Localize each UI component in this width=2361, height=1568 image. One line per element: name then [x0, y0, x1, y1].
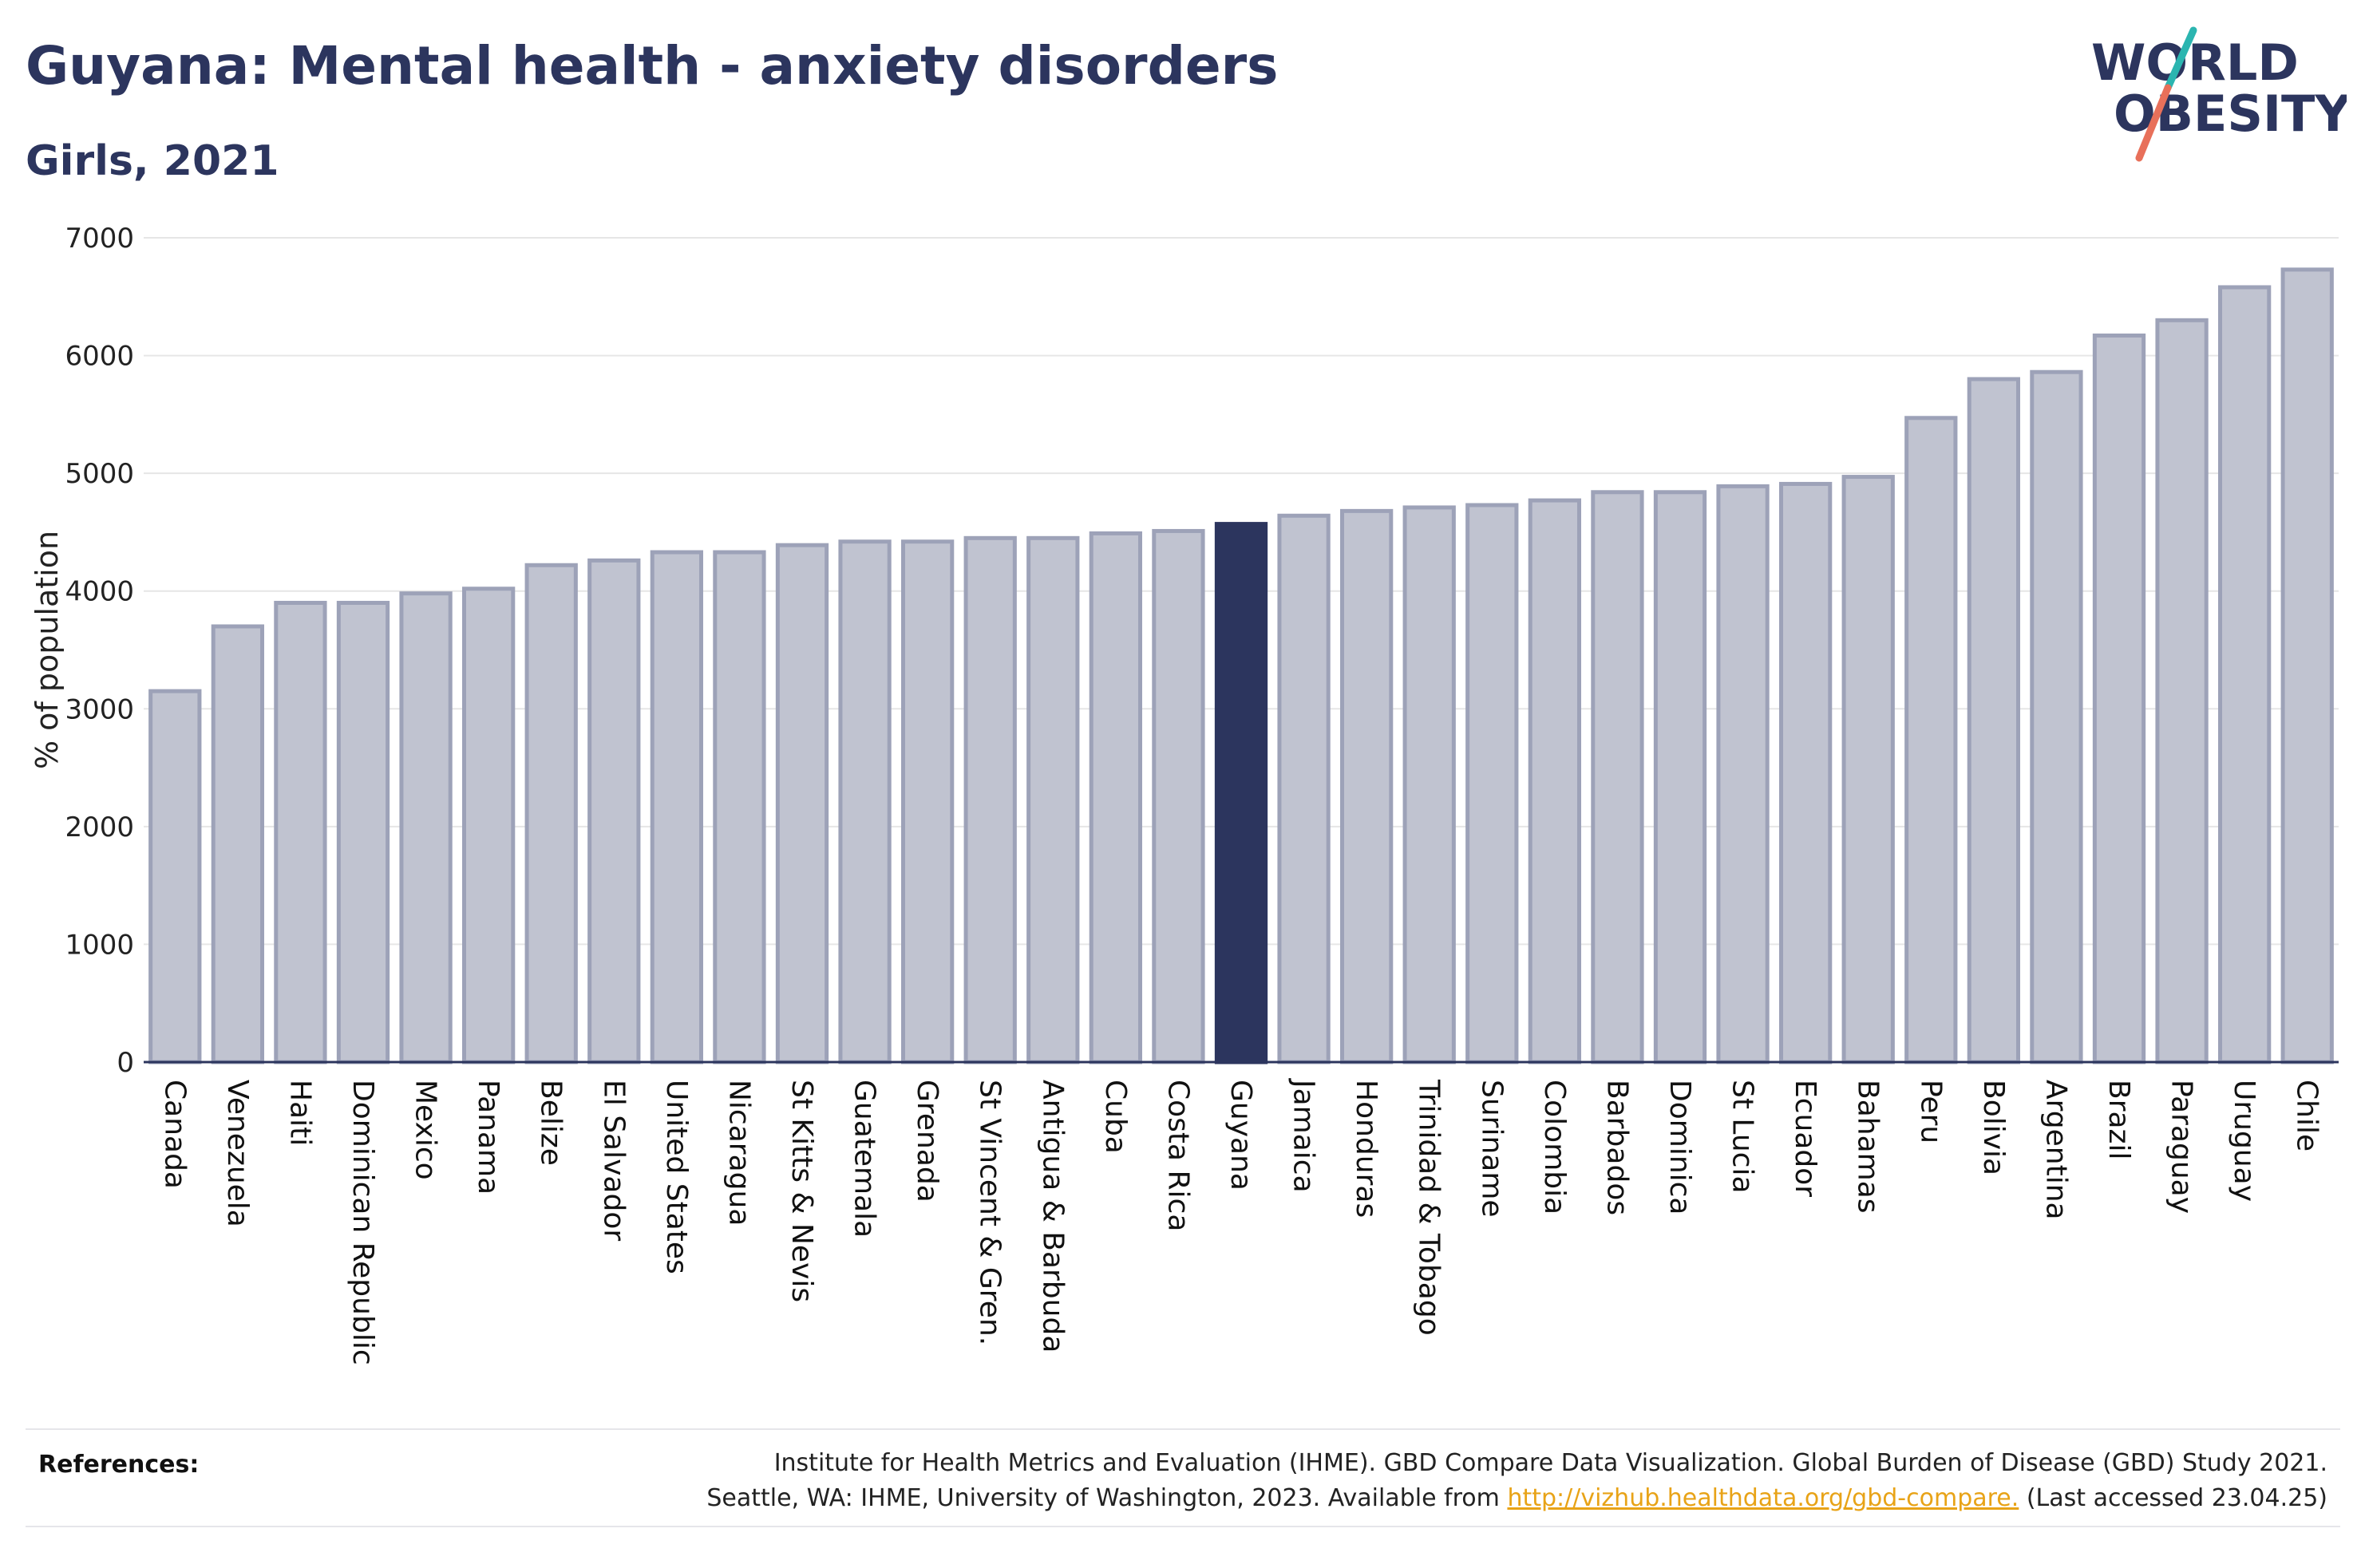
bar-17: [1152, 528, 1205, 1064]
chart-subtitle: Girls, 2021: [26, 137, 279, 185]
x-tick-label: Haiti: [283, 1080, 316, 1146]
bar-4: [336, 600, 390, 1064]
references-label: References:: [38, 1451, 200, 1479]
chart-title: Guyana: Mental health - anxiety disorder…: [26, 35, 1279, 97]
x-tick-label: Nicaragua: [722, 1080, 755, 1226]
bar-34: [2218, 285, 2272, 1064]
x-tick-label: Paraguay: [2165, 1080, 2198, 1214]
x-tick-label: Belize: [535, 1080, 568, 1166]
reference-line-1: Institute for Health Metrics and Evaluat…: [773, 1449, 2327, 1477]
x-tick-label: Honduras: [1350, 1080, 1382, 1218]
x-tick-label: Bahamas: [1852, 1080, 1884, 1214]
logo-slash-coral: [2135, 84, 2172, 162]
bar-9: [650, 550, 704, 1064]
reference-line-2-prefix: Seattle, WA: IHME, University of Washing…: [706, 1484, 1500, 1512]
bar-2: [211, 624, 265, 1064]
bar-31: [2030, 369, 2083, 1064]
y-tick-label: 6000: [65, 341, 134, 373]
bar-24: [1591, 490, 1644, 1064]
y-tick-label: 5000: [65, 458, 134, 490]
x-tick-label: Mexico: [409, 1080, 442, 1180]
x-tick-label: Bolivia: [1977, 1080, 2010, 1175]
x-tick-label: Guyana: [1224, 1080, 1257, 1191]
x-tick-label: Barbados: [1600, 1080, 1633, 1215]
bar-27: [1779, 481, 1833, 1064]
y-axis-label: % of population: [30, 531, 65, 769]
x-tick-label: Costa Rica: [1161, 1080, 1194, 1231]
x-tick-label: Venezuela: [221, 1080, 254, 1227]
bar-5: [399, 591, 453, 1064]
bar-20: [1340, 508, 1394, 1064]
bar-26: [1716, 484, 1770, 1064]
reference-line-2-suffix: (Last accessed 23.04.25): [2026, 1484, 2327, 1512]
x-tick-label: St Vincent & Gren.: [974, 1080, 1006, 1345]
world-obesity-logo: WORLD OBESITY: [2091, 26, 2347, 162]
bar-30: [1967, 377, 2021, 1064]
references-text: Institute for Health Metrics and Evaluat…: [706, 1446, 2327, 1516]
x-tick-label: Argentina: [2039, 1080, 2072, 1220]
x-tick-label: United States: [660, 1080, 693, 1274]
x-tick-label: Ecuador: [1789, 1080, 1821, 1197]
x-tick-label: Chile: [2291, 1080, 2323, 1151]
x-tick-label: Guatemala: [848, 1080, 881, 1238]
reference-link[interactable]: http://vizhub.healthdata.org/gbd-compare…: [1507, 1484, 2019, 1512]
bar-33: [2155, 318, 2209, 1064]
bar-14: [963, 535, 1017, 1064]
x-tick-label: Antigua & Barbuda: [1036, 1080, 1069, 1353]
x-tick-label: Dominican Republic: [346, 1080, 379, 1365]
bar-23: [1528, 498, 1581, 1064]
bar-19: [1277, 513, 1331, 1064]
bar-13: [901, 539, 955, 1064]
x-tick-label: Dominica: [1663, 1080, 1696, 1215]
x-tick-label: Cuba: [1099, 1080, 1132, 1154]
x-tick-label: El Salvador: [597, 1080, 630, 1241]
x-tick-label: Grenada: [911, 1080, 943, 1203]
x-tick-label: Brazil: [2102, 1080, 2135, 1159]
y-tick-label: 0: [117, 1047, 134, 1079]
logo-line1: WORLD: [2091, 34, 2299, 92]
bar-21: [1402, 505, 1456, 1064]
reference-line-2: Seattle, WA: IHME, University of Washing…: [706, 1481, 2327, 1516]
x-tick-label: Uruguay: [2228, 1080, 2260, 1202]
references-top-divider: [26, 1428, 2340, 1430]
y-tick-label: 3000: [65, 693, 134, 725]
bar-22: [1465, 503, 1519, 1064]
x-tick-label: Jamaica: [1287, 1078, 1320, 1193]
bar-32: [2092, 333, 2146, 1064]
bar-6: [462, 587, 516, 1064]
bar-chart: 0 1000 2000 3000 4000 5000 6000 7000 % of popula…: [30, 223, 2339, 1365]
x-tick-label: St Kitts & Nevis: [785, 1080, 818, 1302]
x-tick-label: Panama: [472, 1080, 504, 1195]
x-tick-label: St Lucia: [1726, 1080, 1759, 1194]
bar-8: [587, 558, 641, 1064]
bar-15: [1026, 535, 1080, 1064]
bar-25: [1653, 490, 1707, 1064]
y-tick-label: 7000: [65, 223, 134, 255]
x-tick-label: Colombia: [1538, 1080, 1571, 1215]
bar-35: [2280, 267, 2334, 1064]
bar-12: [838, 539, 892, 1064]
bar-11: [775, 543, 829, 1064]
bar-16: [1089, 531, 1142, 1064]
y-tick-label: 4000: [65, 576, 134, 608]
bar-28: [1841, 475, 1895, 1064]
x-tick-label: Suriname: [1475, 1080, 1508, 1218]
references-bottom-divider: [26, 1526, 2340, 1527]
bar-3: [274, 600, 327, 1064]
bar-1: [148, 689, 202, 1064]
y-tick-label: 2000: [65, 812, 134, 843]
bar-7: [524, 563, 578, 1064]
x-tick-label: Peru: [1914, 1080, 1947, 1143]
bar-18: [1214, 522, 1268, 1064]
y-tick-label: 1000: [65, 929, 134, 961]
bar-29: [1904, 416, 1958, 1064]
x-tick-label: Canada: [158, 1080, 191, 1189]
x-tick-label: Trinidad & Tobago: [1413, 1079, 1445, 1336]
logo-slash-teal: [2164, 26, 2197, 92]
bar-10: [713, 550, 766, 1064]
